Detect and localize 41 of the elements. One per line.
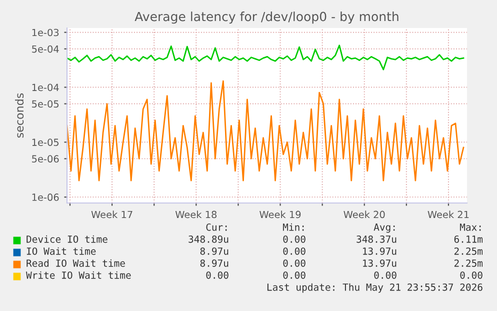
text: 6.11m [454, 235, 483, 243]
text: Cur: [206, 223, 227, 231]
y-tick-label: 1e-03 [32, 28, 59, 36]
text: 0.00 [283, 259, 306, 267]
x-tick-label: Week 19 [260, 210, 301, 218]
y-tick-label: 1e-05 [32, 138, 59, 146]
x-tick-label: Week 20 [344, 210, 385, 218]
y-tick-label: 1e-04 [32, 84, 59, 92]
text: Max: [460, 224, 481, 231]
legend-label: Device IO time [26, 235, 108, 243]
text: 2.25m [454, 247, 483, 255]
legend-label: Read IO Wait time [26, 259, 125, 267]
text: Avg: [374, 224, 395, 233]
text: 0.00 [206, 271, 228, 279]
y-axis-title: seconds [15, 93, 24, 138]
text: 348.37u [356, 235, 396, 243]
x-tick-label: Week 21 [428, 210, 469, 218]
x-tick-label: Week 18 [175, 210, 217, 218]
text: 0.00 [283, 247, 306, 255]
legend-label: Write IO Wait time [26, 271, 131, 279]
y-tick-label: 5e-05 [32, 100, 59, 108]
text: 0.00 [374, 271, 396, 279]
text: 0.00 [283, 271, 306, 279]
text: Last update: Thu May 21 23:55:37 2026 [267, 283, 482, 293]
text: 0.00 [460, 271, 482, 279]
x-tick-label: Week 17 [91, 210, 132, 218]
text: 13.97u [363, 247, 396, 255]
chart-title: Average latency for /dev/loop0 - by month [134, 12, 398, 24]
legend-label: IO Wait time [26, 247, 96, 255]
text: Min: [282, 223, 304, 231]
text: 2.25m [454, 259, 483, 267]
text: 8.97u [200, 247, 228, 255]
y-tick-label: 5e-06 [32, 155, 59, 163]
text: 13.97u [363, 259, 396, 267]
line-series [67, 80, 464, 182]
text: 0.00 [283, 235, 306, 243]
text: 8.97u [200, 259, 228, 267]
text: 348.89u [188, 235, 228, 243]
y-tick-label: 1e-06 [32, 194, 59, 201]
line-series [67, 44, 464, 70]
y-tick-label: 5e-04 [32, 45, 59, 53]
